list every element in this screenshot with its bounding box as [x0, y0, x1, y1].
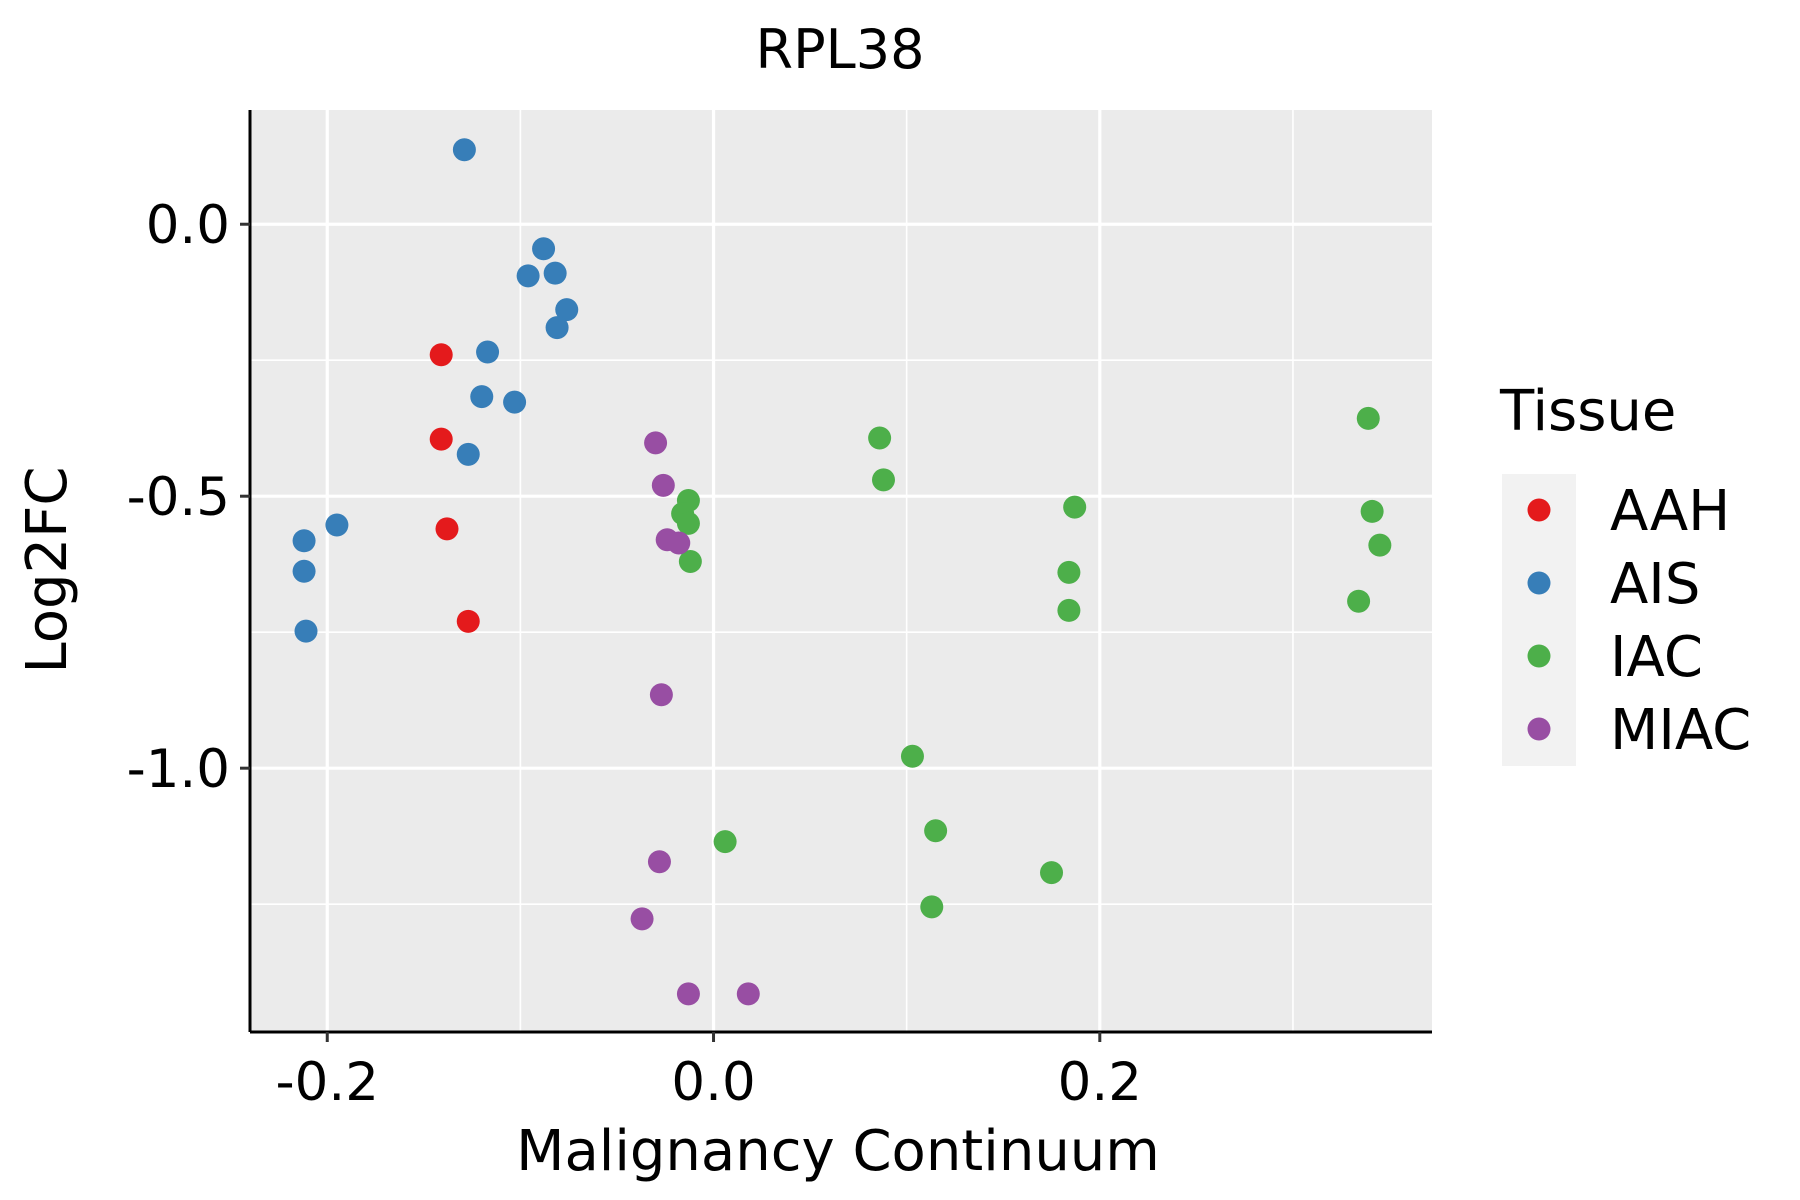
- minor-gridlines: [250, 110, 1432, 1032]
- data-point-ais: [516, 264, 540, 288]
- data-point-miac: [644, 431, 668, 455]
- x-axis-title: Malignancy Continuum: [516, 1119, 1160, 1184]
- legend-key-ais: [1527, 571, 1551, 595]
- plot-panel: [250, 110, 1432, 1032]
- data-point-iac: [1368, 533, 1392, 557]
- chart-title: RPL38: [756, 18, 925, 81]
- data-point-ais: [292, 529, 316, 553]
- data-point-ais: [555, 298, 579, 322]
- data-point-aah: [429, 427, 453, 451]
- data-point-iac: [1347, 589, 1371, 613]
- legend-label-iac: IAC: [1610, 625, 1703, 690]
- major-gridlines: [250, 110, 1432, 1032]
- data-point-ais: [503, 390, 527, 414]
- legend-title: Tissue: [1499, 379, 1676, 444]
- data-point-iac: [868, 426, 892, 450]
- legend-label-miac: MIAC: [1610, 698, 1751, 763]
- x-axis-ticks: -0.2 0.0 0.2: [276, 1032, 1142, 1113]
- data-point-iac: [1356, 406, 1380, 430]
- legend-key-aah: [1527, 498, 1551, 522]
- legend-key-iac: [1527, 644, 1551, 668]
- panel-background: [250, 110, 1432, 1032]
- data-point-iac: [900, 744, 924, 768]
- data-point-ais: [476, 340, 500, 364]
- y-tick-label: -1.0: [127, 739, 230, 800]
- data-point-iac: [1063, 495, 1087, 519]
- data-point-ais: [545, 316, 569, 340]
- data-point-iac: [1057, 560, 1081, 584]
- y-tick-label: 0.0: [146, 195, 230, 256]
- legend-key-background: [1502, 474, 1576, 766]
- data-point-miac: [649, 683, 673, 707]
- data-point-iac: [676, 511, 700, 535]
- data-point-iac: [920, 895, 944, 919]
- data-point-ais: [452, 138, 476, 162]
- x-tick-label: -0.2: [276, 1052, 379, 1113]
- legend: Tissue AAH AIS IAC MIAC: [1499, 379, 1751, 766]
- y-axis-title: Log2FC: [15, 467, 80, 674]
- data-point-aah: [429, 343, 453, 367]
- data-point-miac: [667, 531, 691, 555]
- data-point-ais: [325, 513, 349, 537]
- legend-items: AAH AIS IAC MIAC: [1527, 479, 1751, 763]
- data-point-ais: [543, 261, 567, 285]
- legend-key-miac: [1527, 717, 1551, 741]
- x-tick-label: 0.0: [671, 1052, 755, 1113]
- legend-label-aah: AAH: [1610, 479, 1730, 544]
- data-point-miac: [630, 907, 654, 931]
- data-point-miac: [736, 982, 760, 1006]
- data-point-iac: [1040, 861, 1064, 885]
- data-point-ais: [532, 237, 556, 261]
- data-point-iac: [871, 468, 895, 492]
- data-point-ais: [294, 619, 318, 643]
- data-point-iac: [924, 819, 948, 843]
- data-point-miac: [676, 982, 700, 1006]
- x-tick-label: 0.2: [1058, 1052, 1142, 1113]
- y-axis-ticks: 0.0 -0.5 -1.0: [127, 195, 250, 800]
- axes: -0.2 0.0 0.2 0.0 -0.5 -1.0: [127, 110, 1432, 1113]
- data-point-miac: [651, 473, 675, 497]
- data-point-ais: [292, 559, 316, 583]
- data-point-aah: [456, 609, 480, 633]
- y-tick-label: -0.5: [127, 467, 230, 528]
- legend-label-ais: AIS: [1610, 552, 1700, 617]
- data-point-aah: [435, 517, 459, 541]
- data-point-ais: [456, 442, 480, 466]
- data-point-iac: [678, 549, 702, 573]
- data-point-miac: [647, 850, 671, 874]
- data-points: [292, 138, 1392, 1006]
- data-point-iac: [713, 830, 737, 854]
- data-point-ais: [470, 385, 494, 409]
- data-point-iac: [1057, 598, 1081, 622]
- data-point-iac: [1360, 499, 1384, 523]
